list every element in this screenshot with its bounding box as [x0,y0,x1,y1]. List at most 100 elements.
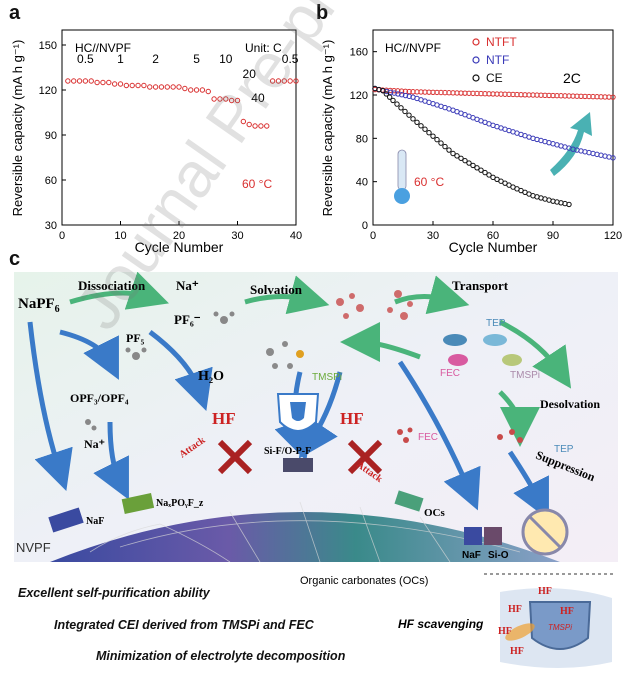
label-opf: OPF₃/OPF₄ [70,391,129,405]
series-point [129,82,135,89]
inset-hf-4: HF [498,626,512,637]
ntf-point [406,93,412,100]
nvpf-electrode-surface [50,512,560,572]
series-point [205,88,211,95]
ntft-point [610,94,616,100]
label-tmspi-2: TMSPi [510,370,540,381]
series-point [281,78,287,84]
series-point [147,84,153,90]
ce-point [386,94,393,100]
rate-label: 0.5 [77,52,94,66]
ce-point [458,155,464,161]
ce-point [430,133,436,139]
chart-b-title: HC//NVPF [385,41,441,55]
legend-label: NTF [486,53,509,67]
caption-minimization: Minimization of electrolyte decompositio… [96,649,346,663]
series-point [117,81,124,87]
sio-tile [484,527,502,545]
y-tick-label: 60 [45,175,57,187]
ntf-point [395,91,401,97]
ce-point [470,162,476,169]
series-point [88,78,94,84]
inset-tmspi: TMSPi [548,623,572,632]
chart-a-frame [61,29,297,226]
series-point [82,78,89,84]
ce-point [418,123,424,129]
series-point [111,81,118,87]
series-point [246,121,252,128]
chart-b-rate: 2C [563,70,581,86]
hf-scavenging-inset: HF HF HF HF HF TMSPi [498,586,612,668]
label-hf-right: HF [340,409,364,428]
ce-point [462,157,468,164]
ntf-point [399,92,405,98]
caption-integrated-cei: Integrated CEI derived from TMSPi and FE… [54,618,314,632]
ce-point [466,160,472,166]
series-point [71,78,77,84]
label-hf-left: HF [212,409,236,428]
label-fec-1: FEC [440,368,460,379]
chart-b-xlabel: Cycle Number [449,239,538,255]
chart-a-temperature: 60 °C [242,177,272,191]
chart-b-temperature: 60 °C [414,175,444,189]
chart-b-legend: NTFT NTF CE [472,35,517,85]
label-dissociation: Dissociation [78,278,146,293]
panel-label-b: b [316,2,329,24]
chart-a-ylabel: Reversible capacity (mA h g⁻¹) [10,40,25,217]
series-point [158,84,165,90]
ce-point [442,143,448,150]
label-naf-left: NaF [86,516,104,527]
chart-a: HC//NVPF Unit: C 60 °C Cycle Number Reve… [10,29,302,255]
panel-label-a: a [9,2,21,24]
inset-hf-1: HF [538,586,552,597]
series-point [182,85,188,92]
ce-point [478,167,484,173]
label-fec-2: FEC [418,432,438,443]
ce-point [390,97,396,104]
label-h2o: H₂O [198,369,224,384]
rate-label: 0.5 [282,52,299,66]
series-point [199,87,206,93]
x-tick-label: 20 [173,230,185,242]
naxpoyfz-tile [121,493,155,514]
ce-point [434,136,440,143]
trend-arrow-icon [550,112,592,176]
label-nvpf: NVPF [16,540,51,555]
series-point [264,123,270,129]
chart-a-xlabel: Cycle Number [135,239,224,255]
chart-b-ylabel: Reversible capacity (mA h g⁻¹) [320,40,335,217]
fec-molecule-icon [397,427,523,443]
ocs-tile [394,490,424,512]
ntf-point [402,92,409,99]
y-tick-label: 90 [45,130,57,142]
label-napf6: NaPF6 [18,296,60,315]
label-naf-right: NaF [462,550,481,561]
sif-tile [283,458,313,472]
chart-a-title: HC//NVPF [75,41,131,55]
label-organic-carbonates: Organic carbonates (OCs) [300,575,428,587]
label-hf-scavenging: HF scavenging [398,617,484,631]
x-tick-label: 30 [427,230,439,242]
ce-point [402,108,408,115]
label-desolvation: Desolvation [540,397,600,411]
rate-label: 1 [117,52,124,66]
ce-point [486,172,492,178]
chart-a-unit: Unit: C [245,41,282,55]
series-point [76,78,83,84]
series-point [141,82,147,89]
legend-marker [472,38,480,46]
series-point [65,78,71,84]
x-tick-label: 10 [114,230,126,242]
ce-point [426,130,432,136]
fec-tep-tmspi-flower-icon [443,334,522,366]
label-naxpoyfz: NaₓPOᵧF_z [156,498,204,509]
chart-b: HC//NVPF 2C 60 °C Cycle Number Reversibl… [320,29,622,255]
inset-hf-5: HF [510,646,524,657]
series-point [252,123,258,129]
y-tick-label: 120 [350,90,368,102]
series-point [293,78,299,84]
series-point [188,87,194,93]
panel-label-c: c [9,248,21,270]
label-ocs: OCs [424,507,446,519]
y-tick-label: 40 [356,177,368,189]
